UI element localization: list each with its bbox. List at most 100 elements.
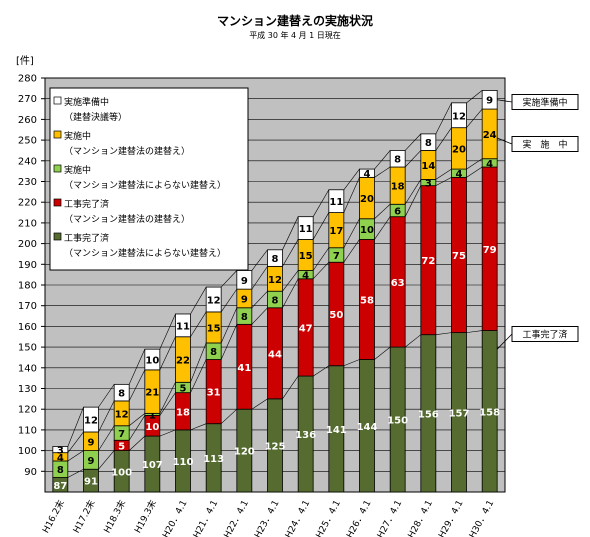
series-connector-line <box>435 168 452 180</box>
series-connector-line <box>251 249 268 271</box>
data-label: 8 <box>118 389 125 400</box>
data-label: 6 <box>394 206 401 217</box>
x-tick-label: H16.2末 <box>40 498 67 535</box>
data-label: 17 <box>329 226 343 237</box>
bar-segment <box>451 102 467 129</box>
data-label: 44 <box>268 349 282 360</box>
data-label: 20 <box>360 194 374 205</box>
y-tick-label: 200 <box>18 239 37 250</box>
data-label: 9 <box>241 276 248 287</box>
series-connector-line <box>251 398 268 410</box>
series-connector-line <box>190 359 207 393</box>
legend-swatch <box>53 232 62 241</box>
series-connector-line <box>251 266 268 290</box>
bar-segment <box>359 168 375 178</box>
data-label: 18 <box>176 407 190 418</box>
legend-entry-title: 工事完了済 <box>64 198 109 210</box>
series-connector-line <box>374 150 391 170</box>
data-label: 8 <box>425 138 432 149</box>
series-connector-line <box>67 431 84 453</box>
series-connector-line <box>435 127 452 151</box>
x-tick-label: H23．4.1 <box>253 499 281 537</box>
chart-title: マンション建替えの実施状況 <box>216 14 373 28</box>
y-tick-label: 260 <box>18 115 37 126</box>
series-connector-line <box>466 330 483 333</box>
chart-subtitle: 平成 30 年 4 月 1 日現在 <box>249 31 341 40</box>
series-connector-line <box>466 166 483 178</box>
data-label: 12 <box>84 416 98 427</box>
series-connector-line <box>312 262 330 279</box>
data-label: 125 <box>265 441 286 452</box>
bar-segment <box>205 286 222 313</box>
y-tick-label: 90 <box>24 467 37 478</box>
data-label: 10 <box>145 422 159 433</box>
data-label: 11 <box>329 197 343 208</box>
legend-entry-title: 実施準備中 <box>64 96 109 108</box>
series-connector-line <box>404 133 422 151</box>
data-label: 107 <box>142 460 163 471</box>
legend-entry-subtitle: （建替決議等） <box>64 111 127 123</box>
legend-swatch <box>53 130 62 139</box>
y-tick-label: 130 <box>18 384 37 395</box>
y-tick-label: 140 <box>18 363 37 374</box>
x-tick-label: H29．4.1 <box>437 499 465 537</box>
series-connector-line <box>159 392 176 416</box>
data-label: 21 <box>145 388 159 399</box>
legend-entry-subtitle: （マンション建替法の建替え） <box>64 213 190 225</box>
x-tick-label: H25．4.1 <box>315 499 343 537</box>
data-label: 8 <box>241 312 248 323</box>
series-connector-line <box>312 212 330 240</box>
series-connector-line <box>98 400 115 433</box>
legend-entry-title: 実施中 <box>64 164 91 176</box>
series-connector-line <box>128 369 146 402</box>
data-label: 113 <box>203 454 224 465</box>
legend-swatch <box>53 198 62 207</box>
series-connector-line <box>159 313 176 350</box>
callout-box <box>511 136 579 152</box>
data-label: 9 <box>486 96 493 107</box>
legend-entry-title: 工事完了済 <box>64 232 109 244</box>
series-connector-line <box>313 365 329 377</box>
data-label: 100 <box>111 467 132 478</box>
legend-entry-subtitle: （マンション建替法によらない建替え） <box>64 179 226 191</box>
data-label: 22 <box>176 356 190 367</box>
data-label: 10 <box>145 356 159 367</box>
data-label: 14 <box>421 161 435 172</box>
y-tick-label: 230 <box>18 177 37 188</box>
data-label: 156 <box>418 409 439 420</box>
series-connector-line <box>220 307 238 344</box>
x-tick-label: H26．4.1 <box>345 499 373 537</box>
callout-label: 実施準備中 <box>522 97 567 109</box>
data-label: 20 <box>452 144 466 155</box>
series-connector-line <box>190 286 207 315</box>
y-tick-label: 250 <box>18 136 37 147</box>
y-tick-label: 210 <box>18 218 37 229</box>
series-connector-line <box>466 90 483 104</box>
x-tick-label: H21．4.1 <box>192 499 220 537</box>
legend-swatch <box>53 164 62 173</box>
series-connector-line <box>343 239 360 263</box>
series-connector-line <box>343 218 360 248</box>
x-tick-label: H17.2末 <box>70 498 97 535</box>
series-connector-line <box>374 346 391 360</box>
bar-segment <box>389 150 406 168</box>
bar-segment <box>420 133 437 151</box>
x-tick-label: H19.3末 <box>132 498 159 535</box>
y-tick-label: 100 <box>18 446 37 457</box>
data-label: 4 <box>364 169 371 180</box>
series-connector-line <box>128 349 146 385</box>
series-connector-line <box>67 468 84 478</box>
y-tick-label: 180 <box>18 281 37 292</box>
series-connector-line <box>343 177 360 213</box>
data-label: 8 <box>272 254 279 265</box>
data-label: 31 <box>207 388 221 399</box>
x-tick-label: H20．4.1 <box>161 499 189 537</box>
data-label: 8 <box>272 295 279 306</box>
bar-segment <box>175 313 191 338</box>
data-label: 15 <box>299 251 313 262</box>
series-connector-line <box>220 408 238 424</box>
y-tick-label: 240 <box>18 156 37 167</box>
series-connector-line <box>251 291 268 308</box>
callout-box <box>511 94 579 110</box>
